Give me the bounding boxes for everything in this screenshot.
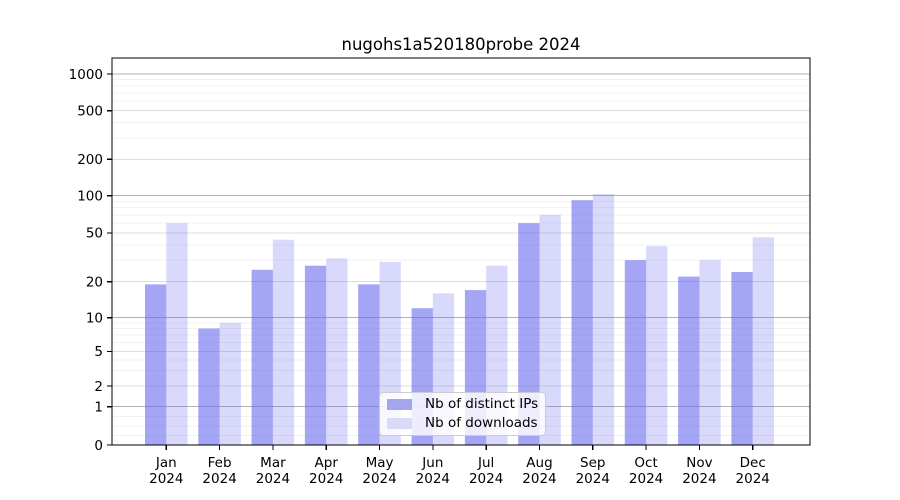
y-tick-label: 5 xyxy=(94,344,103,360)
x-tick-label-year: 2024 xyxy=(469,471,503,487)
y-tick-label: 10 xyxy=(86,311,103,327)
x-tick-label-month: Nov xyxy=(686,455,712,471)
x-tick-label-year: 2024 xyxy=(309,471,343,487)
x-tick-label-month: Mar xyxy=(260,455,286,471)
x-tick-label-year: 2024 xyxy=(629,471,663,487)
y-tick-label: 1 xyxy=(94,400,103,416)
x-tick-label-month: Jun xyxy=(421,455,443,471)
y-tick-label: 20 xyxy=(86,275,103,291)
y-tick-label: 100 xyxy=(77,189,103,205)
bar-ips-aug xyxy=(518,223,540,445)
bar-ips-may xyxy=(358,284,380,445)
legend-item-downloads: Nb of downloads xyxy=(387,414,538,431)
bar-downloads-jan xyxy=(166,223,188,445)
bar-ips-jan xyxy=(145,284,167,445)
y-tick-label: 500 xyxy=(77,104,103,120)
bar-downloads-sep xyxy=(592,194,615,445)
x-tick-label-year: 2024 xyxy=(202,471,236,487)
x-tick-label-year: 2024 xyxy=(736,471,770,487)
bar-downloads-aug xyxy=(539,214,561,445)
x-tick-label-month: Apr xyxy=(315,455,339,471)
legend: Nb of distinct IPs Nb of downloads xyxy=(379,392,546,436)
x-tick-label-year: 2024 xyxy=(522,471,556,487)
x-tick-label-year: 2024 xyxy=(362,471,396,487)
x-tick-label-year: 2024 xyxy=(416,471,450,487)
bar-downloads-feb xyxy=(219,322,241,445)
bar-downloads-dec xyxy=(752,237,774,445)
bar-ips-apr xyxy=(304,265,327,445)
bar-ips-sep xyxy=(571,200,593,445)
x-tick-label-year: 2024 xyxy=(682,471,716,487)
chart-title: nugohs1a520180probe 2024 xyxy=(341,35,581,54)
bar-ips-mar xyxy=(251,269,273,445)
x-tick-label-month: Jan xyxy=(155,455,177,471)
y-tick-label: 2 xyxy=(94,379,103,395)
bar-downloads-apr xyxy=(326,258,348,445)
bar-ips-nov xyxy=(678,276,700,445)
x-tick-label-month: Sep xyxy=(580,455,605,471)
x-tick-label-year: 2024 xyxy=(256,471,290,487)
bar-downloads-nov xyxy=(699,260,721,445)
bar-ips-feb xyxy=(198,328,220,445)
y-tick-label: 0 xyxy=(94,438,103,454)
x-tick-label-year: 2024 xyxy=(149,471,183,487)
x-tick-label-month: Dec xyxy=(740,455,766,471)
y-tick-label: 1000 xyxy=(69,67,103,83)
y-tick-label: 200 xyxy=(77,152,103,168)
legend-swatch-distinct-ips xyxy=(387,399,412,411)
legend-label-distinct-ips: Nb of distinct IPs xyxy=(425,396,539,412)
x-tick-label-month: Feb xyxy=(208,455,232,471)
x-tick-label-month: Aug xyxy=(526,455,552,471)
x-tick-label-month: Jul xyxy=(477,455,494,471)
axes-box xyxy=(111,57,811,446)
x-tick-label-month: May xyxy=(366,455,394,471)
x-tick-label-month: Oct xyxy=(634,455,657,471)
bar-downloads-mar xyxy=(272,239,295,445)
legend-label-downloads: Nb of downloads xyxy=(425,414,538,431)
legend-swatch-downloads xyxy=(387,417,412,429)
bar-downloads-oct xyxy=(646,246,668,445)
bar-ips-oct xyxy=(624,260,647,445)
legend-item-distinct-ips: Nb of distinct IPs xyxy=(387,396,539,412)
x-tick-label-year: 2024 xyxy=(576,471,610,487)
y-tick-label: 50 xyxy=(86,226,103,242)
bar-ips-dec xyxy=(731,272,753,445)
